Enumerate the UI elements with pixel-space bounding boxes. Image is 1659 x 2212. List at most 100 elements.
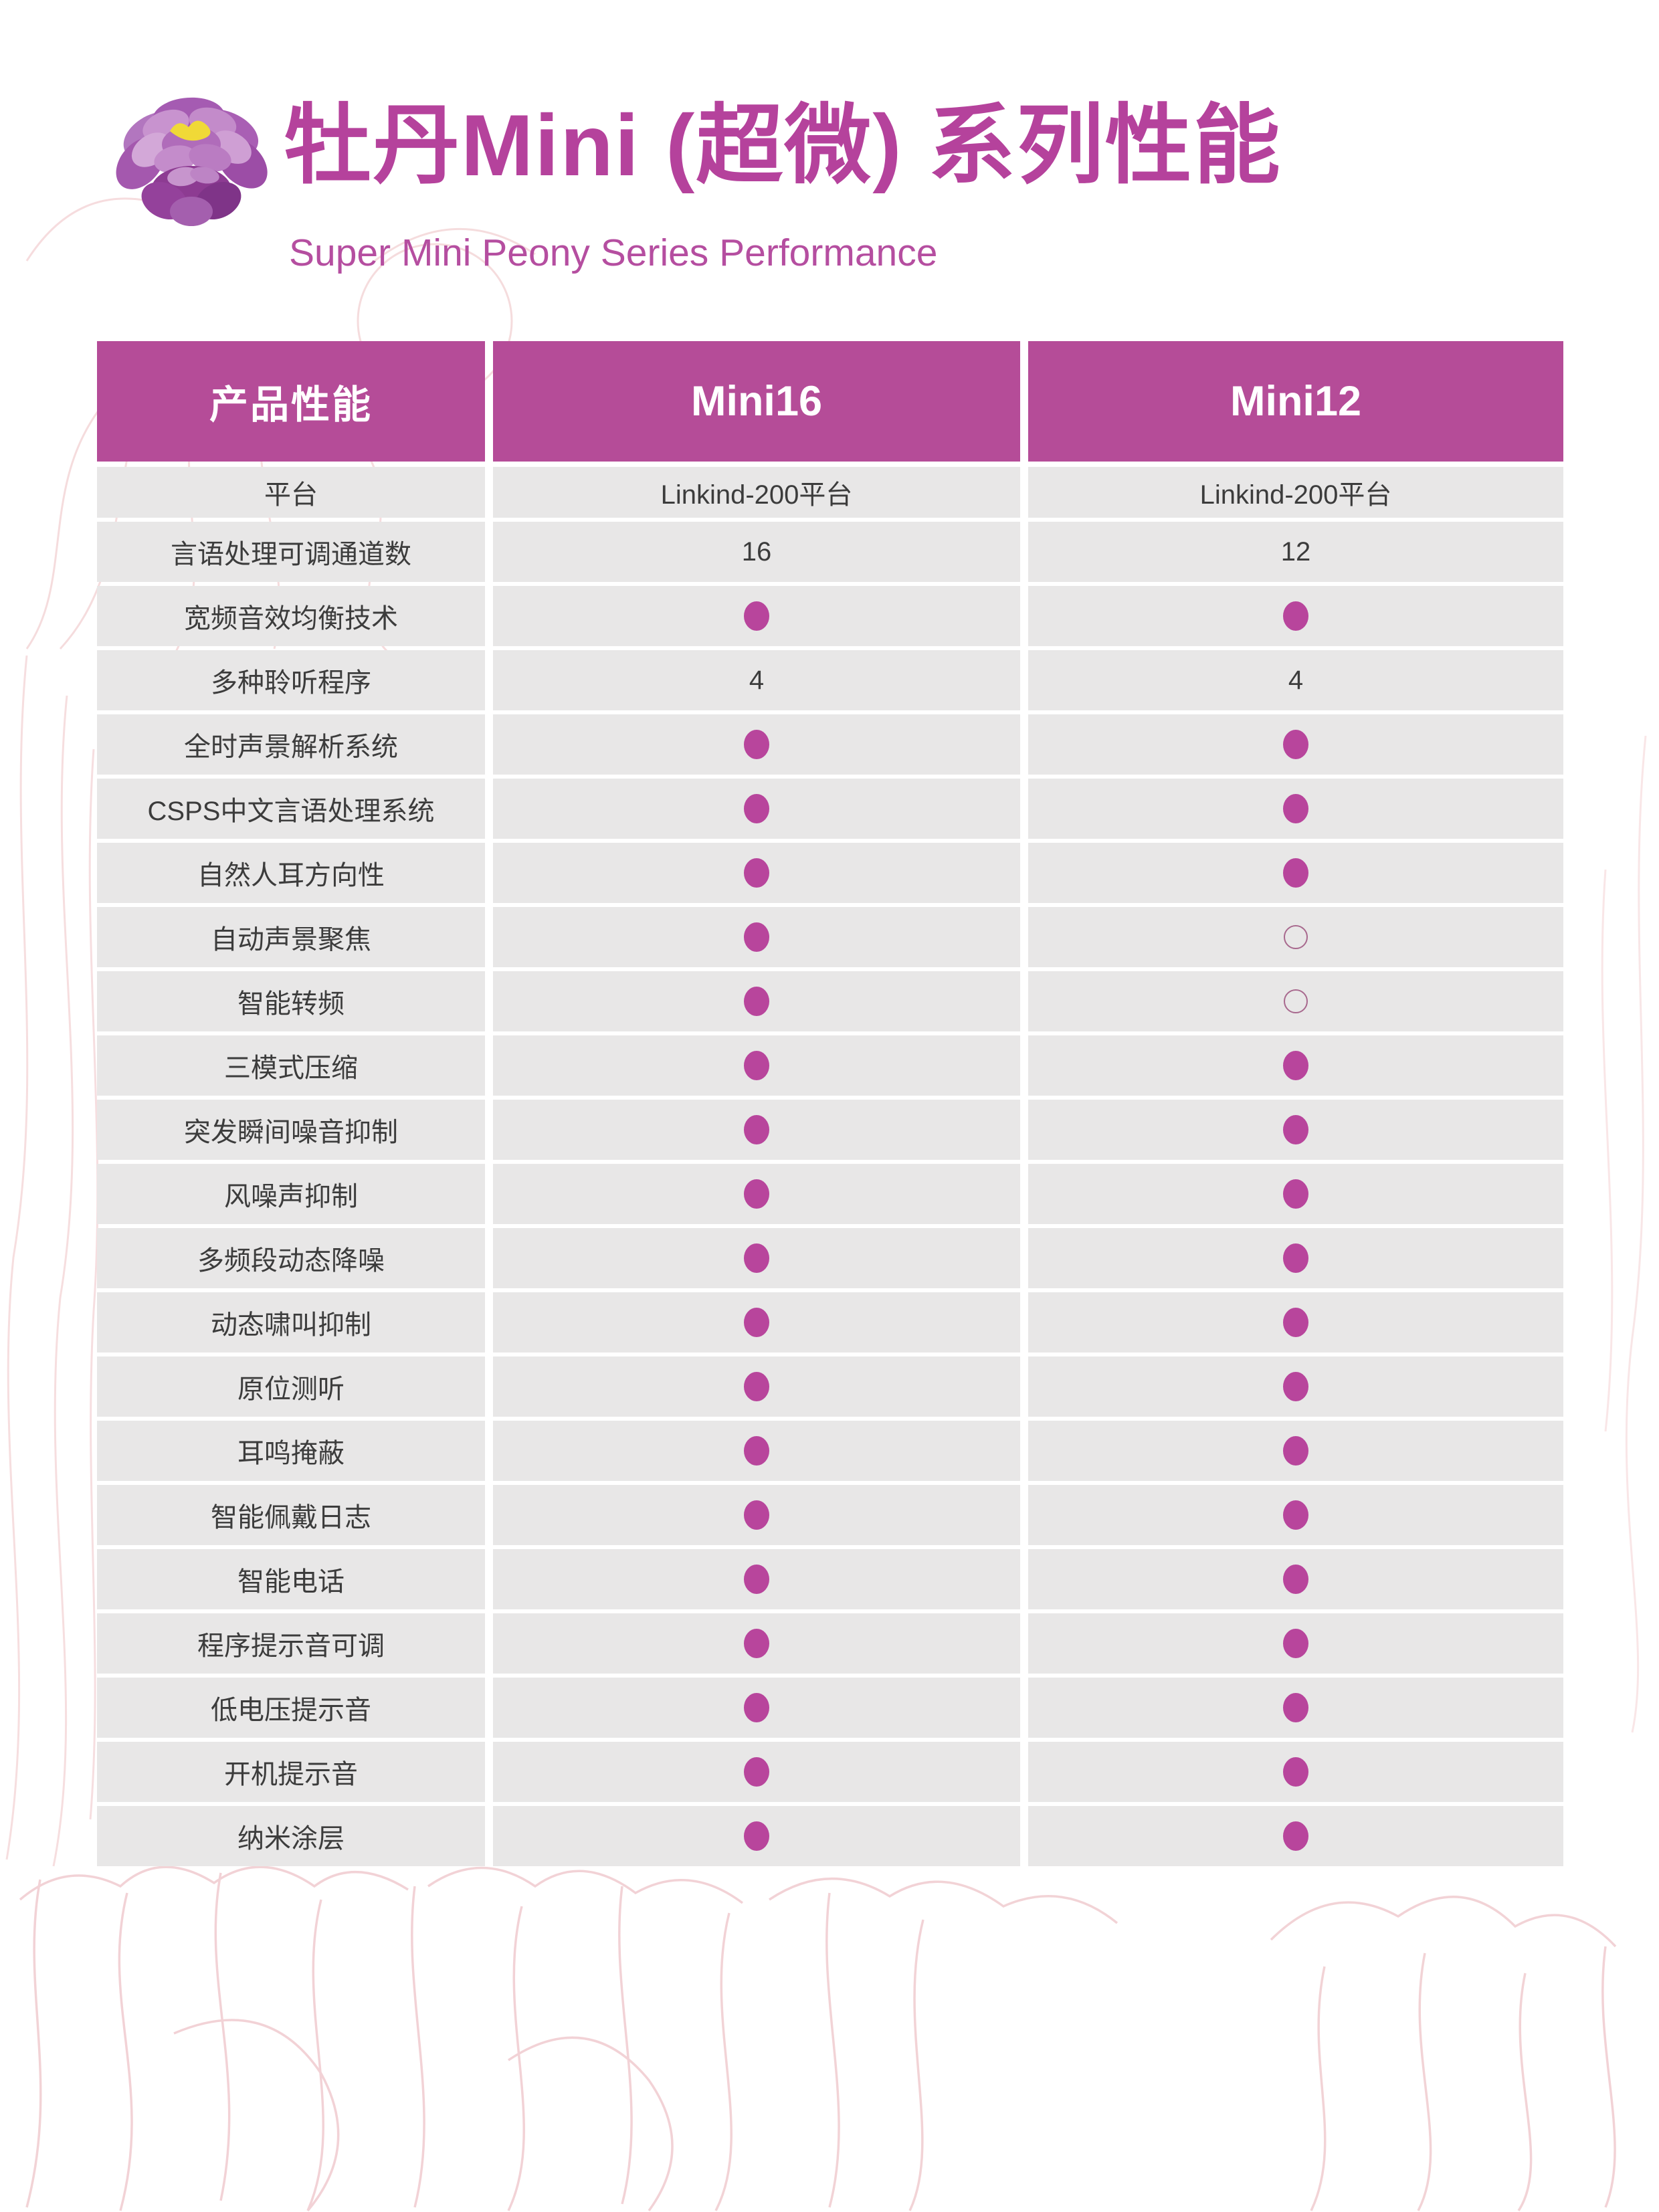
filled-dot-icon <box>1283 601 1308 631</box>
filled-dot-icon <box>1283 1693 1308 1722</box>
mini12-value-cell <box>1028 586 1563 646</box>
filled-dot-icon <box>744 1051 769 1080</box>
table-row: 全时声景解析系统 <box>97 714 1563 775</box>
feature-label-cell: CSPS中文言语处理系统 <box>97 779 485 839</box>
table-row: 动态啸叫抑制 <box>97 1292 1563 1352</box>
filled-dot-icon <box>744 730 769 759</box>
feature-label-cell: 智能转频 <box>97 971 485 1031</box>
feature-label-cell: 自然人耳方向性 <box>97 843 485 903</box>
filled-dot-icon <box>744 1757 769 1787</box>
table-body: 平台 Linkind-200平台 Linkind-200平台 言语处理可调通道数… <box>97 467 1563 1866</box>
filled-dot-icon <box>1283 1243 1308 1273</box>
floral-decor-left-edge <box>5 656 99 1867</box>
mini12-value-cell <box>1028 1292 1563 1352</box>
table-row: 突发瞬间噪音抑制 <box>97 1100 1563 1160</box>
table-row: 程序提示音可调 <box>97 1613 1563 1674</box>
mini12-value-cell <box>1028 1035 1563 1096</box>
table-row: 低电压提示音 <box>97 1678 1563 1738</box>
column-header-mini12: Mini12 <box>1028 341 1563 462</box>
table-row: 纳米涂层 <box>97 1806 1563 1866</box>
mini12-value-cell <box>1028 843 1563 903</box>
feature-label-cell: 言语处理可调通道数 <box>97 522 485 582</box>
mini16-value-cell <box>493 1164 1020 1224</box>
mini16-value-cell: 16 <box>493 522 1020 582</box>
feature-label-cell: 动态啸叫抑制 <box>97 1292 485 1352</box>
mini12-value-cell <box>1028 1549 1563 1609</box>
mini12-value-cell <box>1028 714 1563 775</box>
column-header-mini16: Mini16 <box>493 341 1020 462</box>
mini12-value-cell <box>1028 1806 1563 1866</box>
table-row: 多频段动态降噪 <box>97 1228 1563 1288</box>
table-row: 多种聆听程序 4 4 <box>97 650 1563 710</box>
filled-dot-icon <box>1283 1821 1308 1851</box>
column-header-feature: 产品性能 <box>97 341 485 462</box>
page-header: 牡丹Mini (超微) 系列性能 Super Mini Peony Series… <box>0 0 1659 321</box>
filled-dot-icon <box>744 987 769 1016</box>
filled-dot-icon <box>744 1436 769 1466</box>
mini16-value-cell: 4 <box>493 650 1020 710</box>
table-row: 原位测听 <box>97 1356 1563 1417</box>
filled-dot-icon <box>744 794 769 823</box>
table-row: 宽频音效均衡技术 <box>97 586 1563 646</box>
mini12-value-cell <box>1028 1421 1563 1481</box>
feature-label-cell: 风噪声抑制 <box>97 1164 485 1224</box>
mini16-value-cell <box>493 907 1020 967</box>
mini12-value-cell <box>1028 779 1563 839</box>
mini12-value-cell <box>1028 1100 1563 1160</box>
mini16-value-cell <box>493 1100 1020 1160</box>
mini16-value-cell: Linkind-200平台 <box>493 467 1020 518</box>
filled-dot-icon <box>744 1243 769 1273</box>
table-row: 耳鸣掩蔽 <box>97 1421 1563 1481</box>
mini12-value-cell <box>1028 1164 1563 1224</box>
feature-label-cell: 耳鸣掩蔽 <box>97 1421 485 1481</box>
hollow-dot-icon <box>1284 989 1308 1013</box>
filled-dot-icon <box>744 858 769 888</box>
filled-dot-icon <box>1283 1565 1308 1594</box>
filled-dot-icon <box>1283 858 1308 888</box>
filled-dot-icon <box>744 1372 769 1401</box>
feature-label-cell: 自动声景聚焦 <box>97 907 485 967</box>
filled-dot-icon <box>744 1821 769 1851</box>
mini12-value-cell <box>1028 1228 1563 1288</box>
mini16-value-cell <box>493 1292 1020 1352</box>
feature-label-cell: 全时声景解析系统 <box>97 714 485 775</box>
mini16-value-cell <box>493 714 1020 775</box>
filled-dot-icon <box>744 1565 769 1594</box>
table-row: CSPS中文言语处理系统 <box>97 779 1563 839</box>
page-subtitle: Super Mini Peony Series Performance <box>289 231 938 274</box>
mini16-value-cell <box>493 971 1020 1031</box>
mini12-value-cell <box>1028 1742 1563 1802</box>
mini16-value-cell <box>493 1035 1020 1096</box>
feature-label-cell: 智能佩戴日志 <box>97 1485 485 1545</box>
mini16-value-cell <box>493 1549 1020 1609</box>
filled-dot-icon <box>1283 1629 1308 1658</box>
mini12-value-cell <box>1028 1356 1563 1417</box>
mini12-value-cell: 4 <box>1028 650 1563 710</box>
feature-label-cell: 开机提示音 <box>97 1742 485 1802</box>
table-row: 风噪声抑制 <box>97 1164 1563 1224</box>
filled-dot-icon <box>1283 1500 1308 1530</box>
table-row: 言语处理可调通道数 16 12 <box>97 522 1563 582</box>
table-row: 平台 Linkind-200平台 Linkind-200平台 <box>97 467 1563 518</box>
table-row: 三模式压缩 <box>97 1035 1563 1096</box>
filled-dot-icon <box>1283 1179 1308 1209</box>
mini16-value-cell <box>493 1613 1020 1674</box>
feature-label-cell: 低电压提示音 <box>97 1678 485 1738</box>
mini16-value-cell <box>493 1356 1020 1417</box>
mini12-value-cell <box>1028 1678 1563 1738</box>
mini12-value-cell <box>1028 1485 1563 1545</box>
mini16-value-cell <box>493 779 1020 839</box>
feature-label-cell: 多种聆听程序 <box>97 650 485 710</box>
table-row: 智能电话 <box>97 1549 1563 1609</box>
filled-dot-icon <box>744 1500 769 1530</box>
feature-label-cell: 三模式压缩 <box>97 1035 485 1096</box>
mini16-value-cell <box>493 1742 1020 1802</box>
mini12-value-cell: Linkind-200平台 <box>1028 467 1563 518</box>
mini16-value-cell <box>493 843 1020 903</box>
filled-dot-icon <box>744 1629 769 1658</box>
mini12-value-cell <box>1028 1613 1563 1674</box>
feature-label-cell: 原位测听 <box>97 1356 485 1417</box>
mini16-value-cell <box>493 1228 1020 1288</box>
filled-dot-icon <box>1283 794 1308 823</box>
floral-decor-right-mid <box>1601 736 1647 1733</box>
